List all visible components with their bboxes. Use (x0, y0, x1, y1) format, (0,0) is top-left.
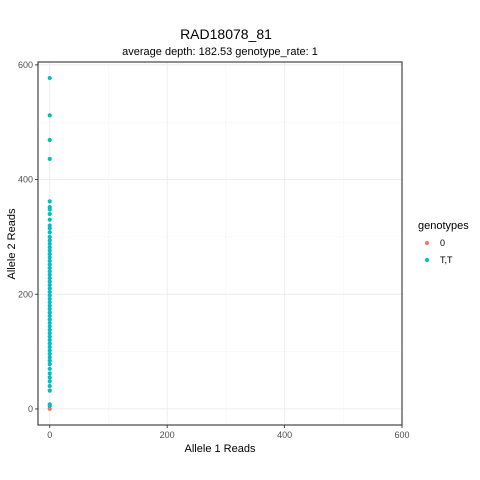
data-point (47, 338, 52, 343)
data-point (47, 310, 52, 315)
data-point (47, 383, 52, 389)
data-point (47, 113, 52, 118)
data-point (47, 320, 52, 326)
y-tick-label: 600 (18, 60, 33, 70)
legend: genotypes 0 T,T (418, 220, 469, 265)
data-point (47, 371, 52, 376)
data-point (47, 351, 52, 356)
data-point (47, 327, 52, 332)
data-point (47, 207, 52, 212)
data-point (47, 366, 52, 371)
data-point (47, 289, 52, 295)
data-point (47, 344, 52, 350)
data-point (47, 234, 52, 240)
grid (38, 62, 403, 425)
data-point (47, 276, 52, 281)
data-point (47, 317, 52, 322)
data-point (47, 137, 52, 143)
data-points (47, 75, 52, 412)
chart-title: RAD18078_81 (180, 26, 272, 42)
data-point (47, 279, 52, 284)
data-point (47, 375, 52, 380)
x-tick-label: 200 (160, 430, 175, 440)
data-point (47, 388, 52, 393)
data-point (47, 286, 52, 291)
y-axis-label: Allele 2 Reads (6, 208, 18, 279)
data-point (47, 248, 52, 253)
data-point (47, 300, 52, 305)
data-point (47, 379, 52, 384)
data-point (47, 269, 52, 274)
y-tick-label: 200 (18, 289, 33, 299)
data-point (47, 156, 52, 162)
data-point (47, 241, 52, 246)
x-axis-label: Allele 1 Reads (185, 443, 256, 455)
data-point (47, 238, 52, 243)
x-tick-label: 0 (47, 430, 52, 440)
legend-key (424, 240, 430, 246)
data-point (47, 348, 52, 353)
data-point (47, 358, 52, 363)
legend-key (424, 257, 430, 263)
data-point (47, 355, 52, 360)
legend-label: T,T (440, 255, 453, 265)
data-point (47, 230, 52, 235)
legend-items: 0 T,T (424, 238, 453, 265)
data-point (47, 403, 52, 409)
data-point (47, 252, 52, 257)
data-point (47, 75, 52, 81)
data-point (47, 341, 52, 346)
data-point (47, 255, 52, 260)
legend-title: genotypes (418, 220, 469, 232)
data-point (47, 258, 52, 264)
data-point (47, 226, 52, 231)
axes: 0 200 400 600 0 200 400 600 (18, 60, 410, 440)
data-point (47, 324, 52, 329)
x-tick-label: 400 (277, 430, 292, 440)
data-point (47, 217, 52, 222)
y-tick-label: 400 (18, 175, 33, 185)
data-point (47, 334, 52, 339)
data-point (47, 265, 52, 270)
data-point (47, 296, 52, 301)
legend-label: 0 (440, 238, 445, 248)
data-point (47, 313, 52, 319)
data-point (47, 282, 52, 288)
data-point (47, 362, 52, 367)
chart-subtitle: average depth: 182.53 genotype_rate: 1 (122, 46, 318, 58)
data-point (47, 307, 52, 312)
data-point (47, 272, 52, 277)
data-point (47, 331, 52, 336)
data-point (47, 245, 52, 250)
data-point (47, 262, 52, 267)
plot-panel-border (37, 61, 403, 426)
data-point (47, 199, 52, 204)
data-point (47, 293, 52, 298)
data-point (47, 303, 52, 308)
x-tick-label: 600 (394, 430, 409, 440)
y-tick-label: 0 (28, 404, 33, 414)
data-point (47, 211, 52, 217)
